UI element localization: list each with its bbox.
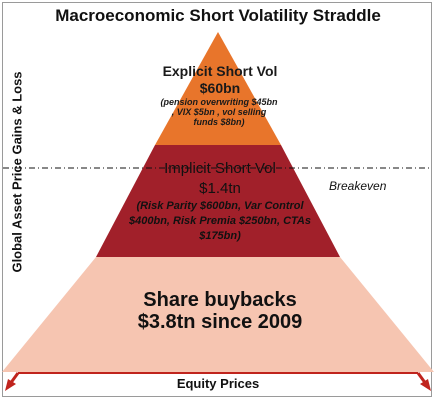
pyramid-tier-bottom [2,257,434,372]
middle-tier-title: Implicit Short Vol [164,160,276,177]
diagram-title: Macroeconomic Short Volatility Straddle [55,6,381,25]
bottom-tier-value: $3.8tn since 2009 [137,311,303,333]
middle-tier-value: $1.4tn [199,180,241,197]
middle-tier-detail: (Risk Parity $600bn, Var Control $400bn,… [129,200,311,242]
top-tier-value: $60bn [199,80,241,96]
right-arrow-icon [416,372,431,391]
breakeven-label: Breakeven [329,179,387,193]
left-arrow-icon [5,372,20,391]
y-axis-label: Global Asset Price Gains & Loss [9,71,25,273]
top-tier-detail: (pension overwriting $45bn , VIX $5bn , … [160,97,278,127]
x-axis-label: Equity Prices [176,376,260,391]
bottom-tier-title: Share buybacks [143,289,297,311]
pyramid-tier-top [155,32,281,145]
top-tier-title: Explicit Short Vol [162,63,278,79]
pyramid-tier-middle [96,145,340,257]
